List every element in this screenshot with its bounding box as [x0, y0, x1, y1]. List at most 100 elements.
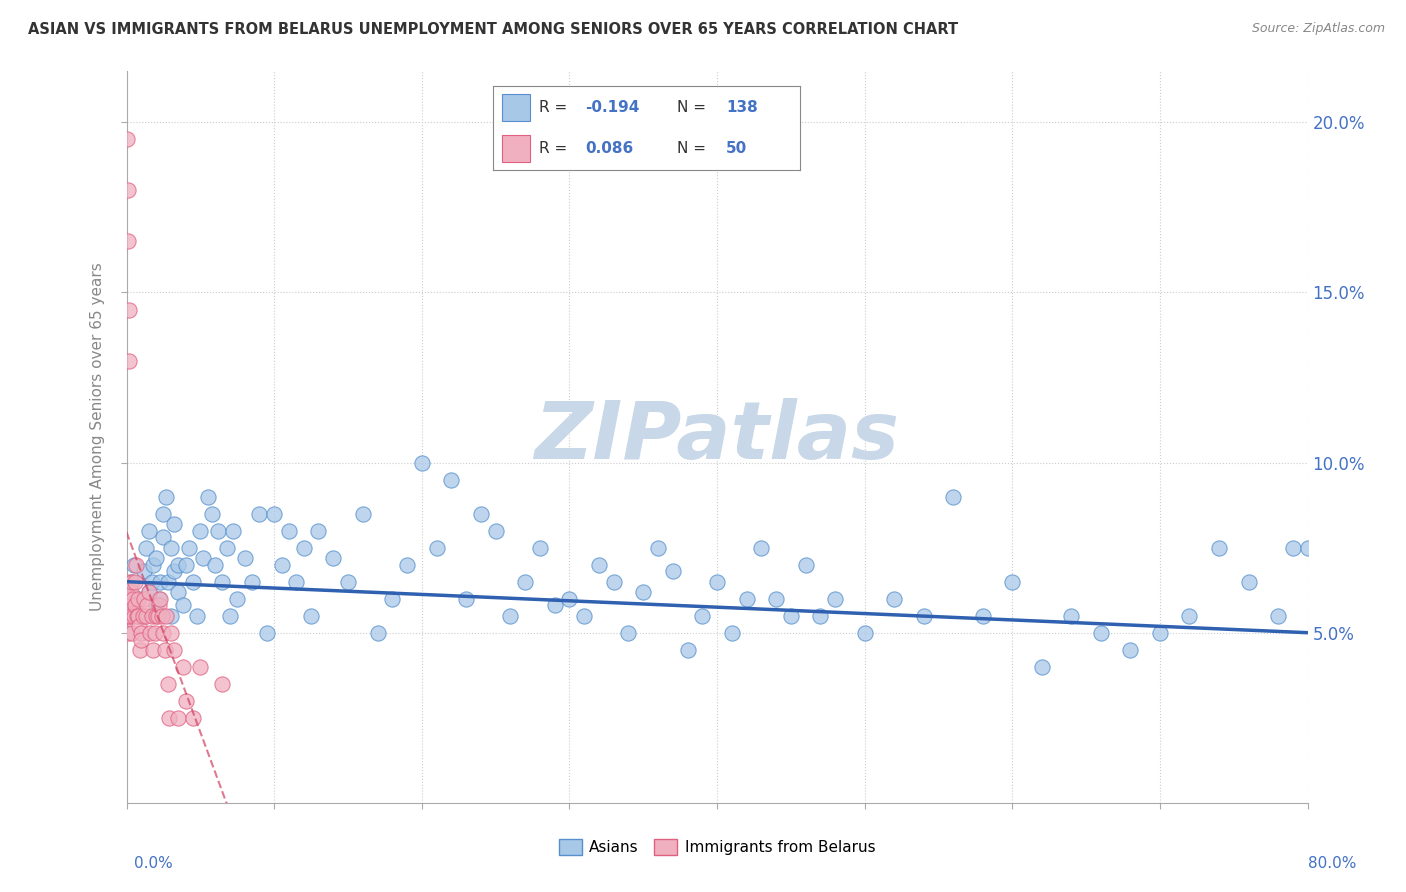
Point: [647, 541, 669, 555]
Point: [181, 711, 204, 725]
Point: [181, 574, 204, 589]
Point: [912, 608, 935, 623]
Point: [127, 608, 149, 623]
Point: [127, 591, 149, 606]
Point: [148, 591, 170, 606]
Point: [1237, 574, 1260, 589]
Point: [120, 574, 142, 589]
Point: [121, 574, 143, 589]
Point: [337, 574, 360, 589]
Point: [120, 608, 142, 623]
Point: [1119, 642, 1142, 657]
Point: [125, 558, 148, 572]
Point: [152, 507, 174, 521]
Point: [440, 473, 463, 487]
Point: [118, 591, 141, 606]
Point: [136, 599, 159, 613]
Point: [124, 599, 146, 613]
Point: [197, 490, 219, 504]
Point: [574, 608, 596, 623]
Point: [853, 625, 876, 640]
Point: [780, 608, 803, 623]
Point: [172, 659, 194, 673]
Point: [121, 625, 143, 640]
Point: [117, 183, 139, 197]
Legend: Asians, Immigrants from Belarus: Asians, Immigrants from Belarus: [553, 833, 882, 861]
Point: [1178, 608, 1201, 623]
Point: [142, 642, 165, 657]
Point: [215, 541, 238, 555]
Point: [150, 608, 173, 623]
Point: [127, 591, 149, 606]
Point: [134, 591, 156, 606]
Point: [124, 574, 146, 589]
Point: [270, 558, 292, 572]
Point: [676, 642, 699, 657]
Point: [145, 550, 167, 565]
Point: [155, 490, 177, 504]
Point: [132, 608, 155, 623]
Point: [129, 625, 152, 640]
Point: [145, 599, 167, 613]
Point: [603, 574, 626, 589]
Point: [118, 608, 141, 623]
Point: [292, 541, 315, 555]
Point: [515, 574, 537, 589]
Point: [160, 608, 183, 623]
Point: [120, 599, 142, 613]
Point: [160, 625, 183, 640]
Y-axis label: Unemployment Among Seniors over 65 years: Unemployment Among Seniors over 65 years: [90, 263, 105, 611]
Point: [177, 541, 200, 555]
Point: [1208, 541, 1230, 555]
Point: [1090, 625, 1112, 640]
Point: [367, 625, 389, 640]
Point: [134, 565, 156, 579]
Point: [278, 524, 301, 538]
Point: [138, 585, 160, 599]
Text: ASIAN VS IMMIGRANTS FROM BELARUS UNEMPLOYMENT AMONG SENIORS OVER 65 YEARS CORREL: ASIAN VS IMMIGRANTS FROM BELARUS UNEMPLO…: [28, 22, 959, 37]
Point: [263, 507, 285, 521]
Point: [824, 591, 846, 606]
Point: [163, 565, 186, 579]
Point: [188, 524, 212, 538]
Point: [256, 625, 278, 640]
Point: [157, 711, 180, 725]
Point: [735, 591, 758, 606]
Point: [167, 558, 190, 572]
Point: [456, 591, 478, 606]
Point: [155, 608, 177, 623]
Point: [141, 574, 163, 589]
Point: [139, 625, 162, 640]
Point: [544, 599, 567, 613]
Point: [942, 490, 965, 504]
Point: [117, 574, 139, 589]
Point: [794, 558, 817, 572]
Point: [558, 591, 581, 606]
Point: [692, 608, 714, 623]
Point: [207, 524, 229, 538]
Point: [411, 456, 433, 470]
Point: [118, 302, 141, 317]
Point: [485, 524, 508, 538]
Point: [396, 558, 419, 572]
Point: [249, 507, 271, 521]
Point: [204, 558, 226, 572]
Point: [120, 585, 142, 599]
Point: [152, 531, 174, 545]
Point: [122, 591, 145, 606]
Point: [1060, 608, 1083, 623]
Point: [751, 541, 773, 555]
Point: [145, 608, 167, 623]
Point: [617, 625, 640, 640]
Point: [118, 591, 141, 606]
Point: [163, 516, 186, 531]
Point: [810, 608, 832, 623]
Point: [141, 608, 163, 623]
Point: [721, 625, 744, 640]
Point: [662, 565, 685, 579]
Point: [499, 608, 522, 623]
Text: Source: ZipAtlas.com: Source: ZipAtlas.com: [1251, 22, 1385, 36]
Point: [167, 585, 190, 599]
Point: [142, 558, 165, 572]
Point: [149, 574, 172, 589]
